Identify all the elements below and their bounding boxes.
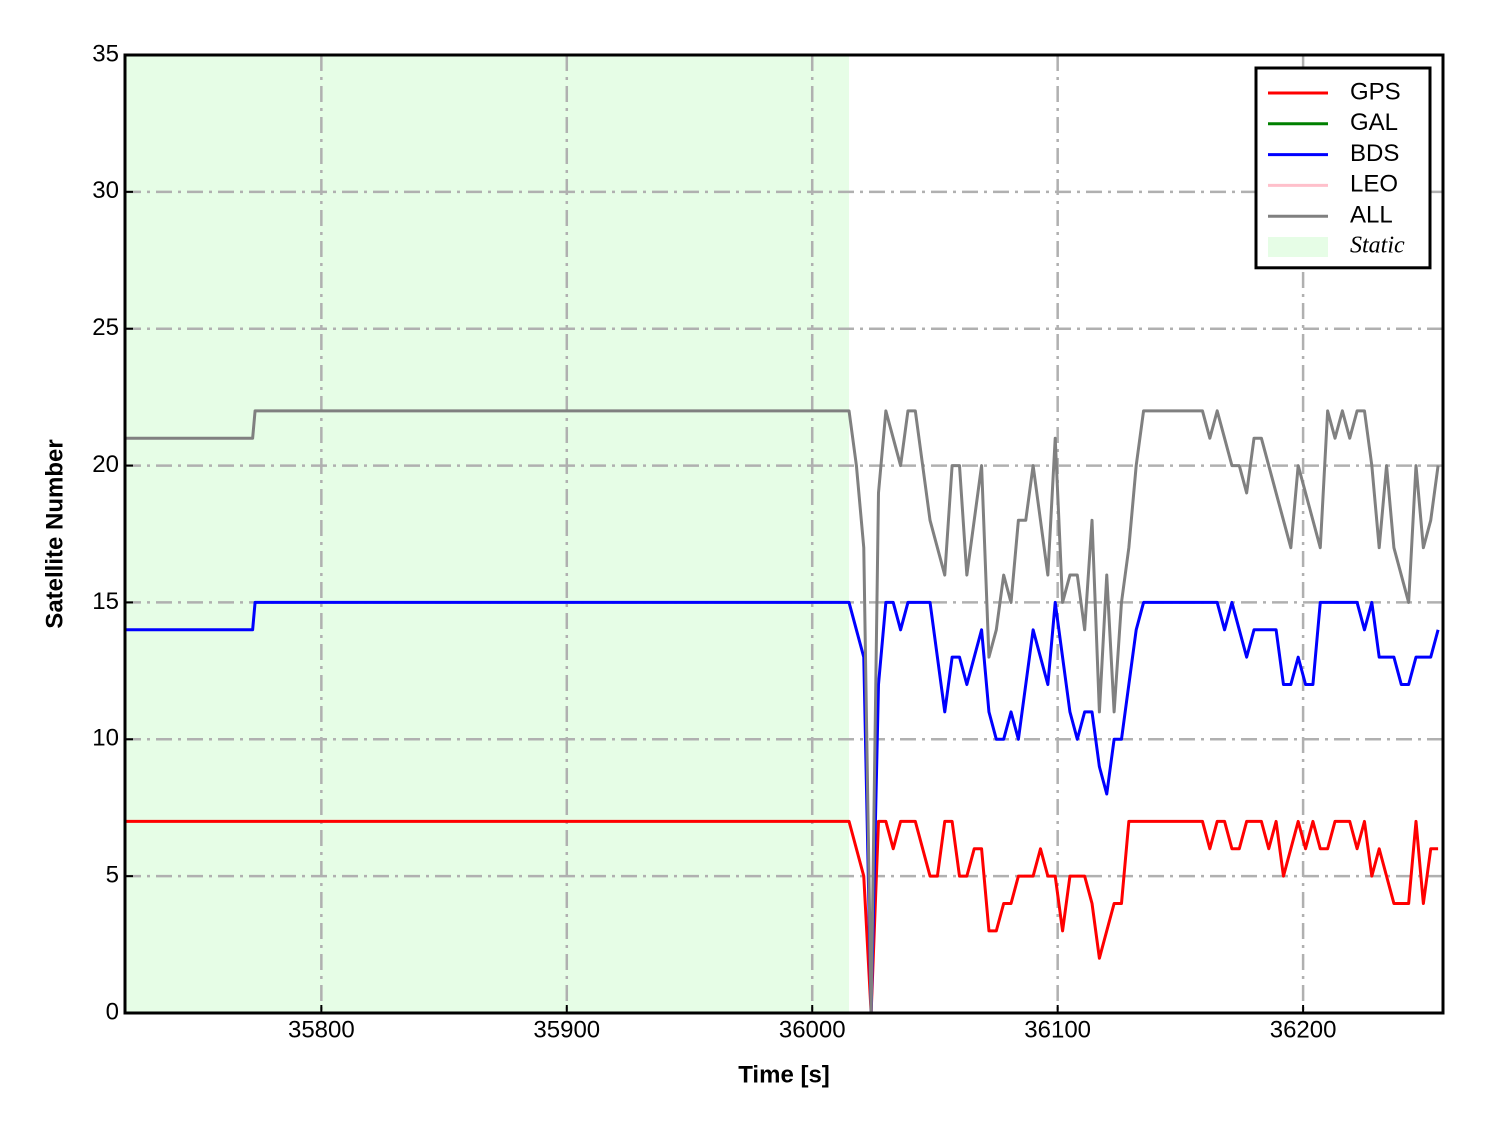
plot-frame (123, 53, 1445, 1015)
x-tick-label: 36200 (1270, 1016, 1337, 1043)
y-tick-label: 5 (106, 861, 119, 888)
x-tick-label: 35900 (533, 1016, 600, 1043)
legend-label: ALL (1350, 202, 1393, 229)
y-tick-label: 30 (92, 177, 119, 204)
series-line (125, 409, 1440, 1015)
static-span (125, 55, 850, 1013)
series-line (125, 600, 1440, 1015)
legend-label: Static (1350, 233, 1405, 259)
y-tick-label: 15 (92, 588, 119, 615)
series-line (125, 819, 1439, 1015)
y-axis-label: Satellite Number (41, 439, 68, 628)
y-tick-label: 0 (106, 998, 119, 1025)
x-tick-label: 36000 (779, 1016, 846, 1043)
legend-swatch (1268, 237, 1328, 257)
legend-label: GPS (1350, 78, 1401, 105)
y-tick-label: 35 (92, 40, 119, 67)
legend-label: BDS (1350, 140, 1399, 167)
x-tick-label: 36100 (1024, 1016, 1091, 1043)
legend-box (1254, 66, 1432, 270)
legend-label: GAL (1350, 109, 1398, 136)
legend-label: LEO (1350, 171, 1398, 198)
x-axis-label: Time [s] (738, 1061, 830, 1088)
y-tick-label: 10 (92, 725, 119, 752)
x-tick-label: 35800 (288, 1016, 355, 1043)
y-tick-label: 20 (92, 451, 119, 478)
y-tick-label: 25 (92, 314, 119, 341)
